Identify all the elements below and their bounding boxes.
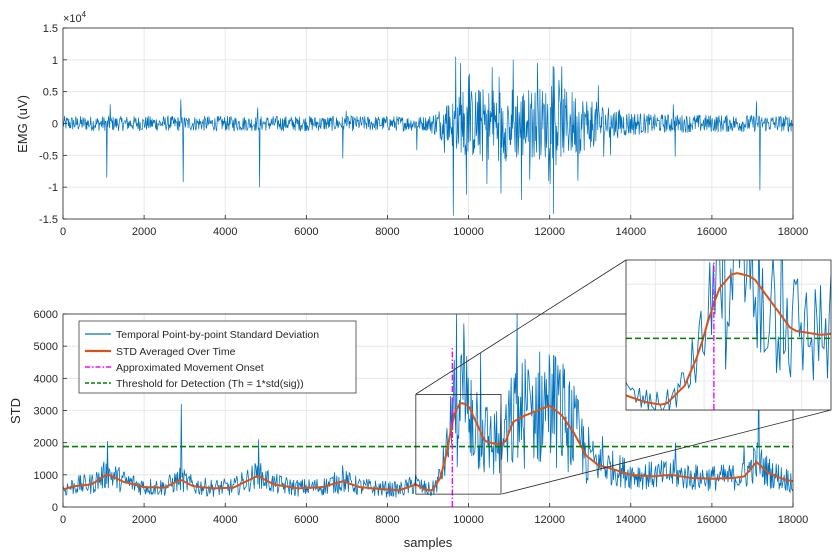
legend-label-threshold: Threshold for Detection (Th = 1*std(sig)… <box>116 378 304 390</box>
emg-x-tick-label-6: 12000 <box>534 226 565 238</box>
std-x-tick-label-3: 6000 <box>294 514 318 526</box>
emg-y-tick-label-6: 1.5 <box>43 23 58 35</box>
std-x-ticks: 0 2000 4000 6000 8000 10000 12000 14000 16000 180… <box>60 503 808 526</box>
std-x-axis-label: samples <box>404 535 453 550</box>
std-y-axis-label: STD <box>8 398 23 424</box>
std-y-tick-label-1: 1000 <box>34 470 58 482</box>
std-x-tick-label-8: 16000 <box>697 514 728 526</box>
std-x-tick-label-5: 10000 <box>453 514 484 526</box>
emg-y-tick-label-2: -0.5 <box>39 150 58 162</box>
std-y-ticks: 0 1000 2000 3000 4000 5000 6000 <box>34 309 67 514</box>
zoom-inset <box>415 259 832 495</box>
zoom-rectangle <box>415 394 502 495</box>
emg-y-tick-label-1: -1 <box>48 182 58 194</box>
emg-y-tick-label-3: 0 <box>52 119 58 131</box>
std-y-tick-label-5: 5000 <box>34 341 58 353</box>
emg-y-axis-label: EMG (uV) <box>15 95 30 153</box>
std-x-tick-label-4: 8000 <box>375 514 399 526</box>
legend-label-avg: STD Averaged Over Time <box>116 346 236 358</box>
zoom-region-box <box>415 394 502 495</box>
emg-y-tick-label-0: -1.5 <box>39 214 58 226</box>
legend: Temporal Point-by-point Standard Deviati… <box>78 320 357 394</box>
emg-x-tick-label-0: 0 <box>60 226 66 238</box>
inset-background <box>626 260 831 410</box>
inset-connector-top <box>415 259 627 395</box>
std-x-tick-label-1: 2000 <box>132 514 156 526</box>
std-y-tick-label-3: 3000 <box>34 406 58 418</box>
emg-signal-line <box>63 56 793 216</box>
inset-frame <box>625 259 832 411</box>
emg-y-tick-label-5: 1 <box>52 55 58 67</box>
emg-x-tick-label-3: 6000 <box>294 226 318 238</box>
std-y-tick-label-4: 4000 <box>34 373 58 385</box>
inset-std-raw-line <box>626 260 831 410</box>
emg-y-tick-label-4: 0.5 <box>43 87 58 99</box>
emg-plot: 0 2000 4000 6000 8000 10000 12000 14000 16000 180… <box>15 10 808 238</box>
emg-exponent-label: ×104 <box>63 10 87 25</box>
inset-connector-bottom <box>501 409 832 495</box>
std-x-tick-label-0: 0 <box>60 514 66 526</box>
emg-x-tick-label-5: 10000 <box>453 226 484 238</box>
std-x-tick-label-2: 4000 <box>213 514 237 526</box>
std-raw-line <box>63 314 793 498</box>
emg-x-tick-label-1: 2000 <box>132 226 156 238</box>
legend-label-std: Temporal Point-by-point Standard Deviati… <box>116 329 319 341</box>
legend-label-onset: Approximated Movement Onset <box>116 362 264 374</box>
inset-std-average-line <box>626 272 831 406</box>
emg-x-tick-label-2: 4000 <box>213 226 237 238</box>
std-average-line <box>63 402 793 492</box>
emg-x-tick-label-7: 14000 <box>615 226 646 238</box>
std-series-group <box>63 314 793 507</box>
std-y-tick-label-2: 2000 <box>34 438 58 450</box>
std-x-tick-label-9: 18000 <box>778 514 809 526</box>
emg-x-tick-label-4: 8000 <box>375 226 399 238</box>
legend-box <box>78 320 357 394</box>
emg-x-ticks: 0 2000 4000 6000 8000 10000 12000 14000 16000 180… <box>60 215 808 238</box>
emg-x-tick-label-9: 18000 <box>778 226 809 238</box>
emg-y-ticks: -1.5 -1 -0.5 0 0.5 1 1.5 <box>39 23 67 226</box>
std-x-tick-label-7: 14000 <box>615 514 646 526</box>
inset-series-group <box>626 260 831 410</box>
std-y-tick-label-6: 6000 <box>34 309 58 321</box>
std-y-tick-label-0: 0 <box>52 502 58 514</box>
std-x-tick-label-6: 12000 <box>534 514 565 526</box>
std-plot: 0 2000 4000 6000 8000 10000 12000 14000 16000 180… <box>8 309 808 550</box>
emg-signal <box>63 56 793 216</box>
emg-x-tick-label-8: 16000 <box>697 226 728 238</box>
